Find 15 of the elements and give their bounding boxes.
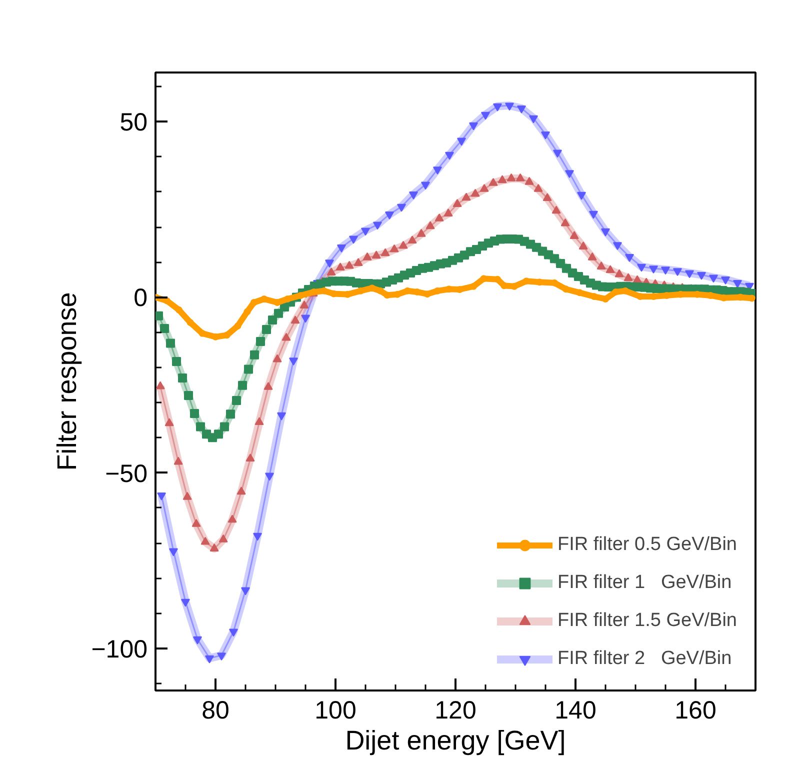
y-tick-label: −100 [91, 635, 148, 664]
y-tick-label: 0 [134, 284, 148, 312]
x-tick-label: 80 [202, 696, 230, 724]
legend-label: FIR filter 0.5 GeV/Bin [557, 534, 737, 556]
y-tick-label: −50 [105, 460, 148, 488]
legend-label: FIR filter 2 GeV/Bin [557, 648, 732, 670]
x-tick-label: 120 [434, 696, 476, 724]
legend-label: FIR filter 1 GeV/Bin [557, 572, 732, 594]
x-axis-title: Dijet energy [GeV] [345, 726, 566, 756]
y-tick-label: 50 [120, 108, 148, 137]
y-axis-title: Filter response [52, 292, 82, 471]
legend-label: FIR filter 1.5 GeV/Bin [557, 610, 737, 632]
x-tick-label: 160 [674, 696, 716, 724]
x-tick-label: 140 [554, 696, 596, 724]
x-tick-label: 100 [314, 696, 356, 724]
